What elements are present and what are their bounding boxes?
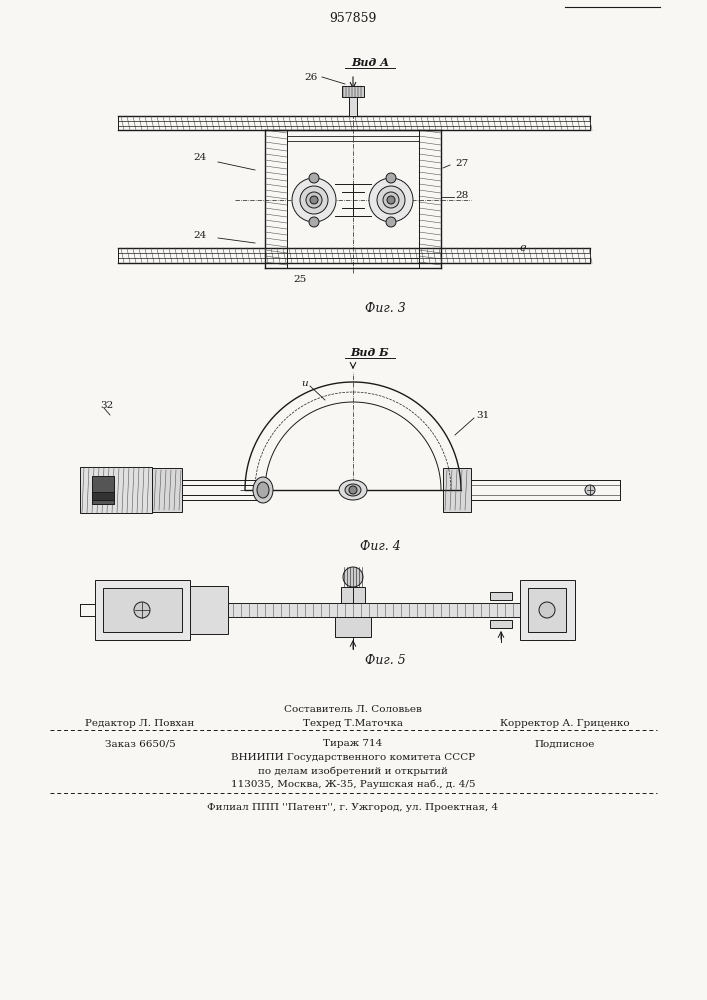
Ellipse shape	[345, 484, 361, 496]
Circle shape	[134, 602, 150, 618]
Bar	[341, 587, 365, 603]
Text: 113035, Москва, Ж-35, Раушская наб., д. 4/5: 113035, Москва, Ж-35, Раушская наб., д. …	[230, 779, 475, 789]
Circle shape	[292, 178, 336, 222]
Circle shape	[300, 186, 328, 214]
Text: Фиг. 5: Фиг. 5	[365, 654, 405, 666]
Text: 27: 27	[455, 158, 468, 167]
Bar	[520, 580, 575, 640]
Bar	[80, 467, 152, 513]
Text: 24: 24	[194, 153, 206, 162]
Circle shape	[386, 217, 396, 227]
Bar	[228, 603, 520, 617]
Circle shape	[386, 173, 396, 183]
Circle shape	[585, 485, 595, 495]
Text: по делам изобретений и открытий: по делам изобретений и открытий	[258, 766, 448, 776]
Circle shape	[310, 196, 318, 204]
Circle shape	[349, 486, 357, 494]
Bar	[95, 580, 190, 640]
Ellipse shape	[339, 480, 367, 500]
Text: Редактор Л. Повхан: Редактор Л. Повхан	[86, 718, 194, 728]
Text: Тираж 714: Тираж 714	[323, 740, 382, 748]
Text: Фиг. 4: Фиг. 4	[360, 540, 400, 554]
Circle shape	[306, 192, 322, 208]
Text: 26: 26	[305, 73, 318, 82]
Text: ВНИИПИ Государственного комитета СССР: ВНИИПИ Государственного комитета СССР	[231, 754, 475, 762]
Circle shape	[383, 192, 399, 208]
Bar	[490, 620, 512, 628]
Bar	[490, 592, 512, 600]
Text: Составитель Л. Соловьев: Составитель Л. Соловьев	[284, 706, 422, 714]
Bar	[152, 468, 182, 512]
Circle shape	[539, 602, 555, 618]
Bar	[335, 617, 371, 637]
Bar	[103, 588, 182, 632]
Bar	[349, 96, 357, 116]
Text: Филиал ППП ''Патент'', г. Ужгород, ул. Проектная, 4: Филиал ППП ''Патент'', г. Ужгород, ул. П…	[207, 804, 498, 812]
Bar	[92, 492, 114, 500]
Circle shape	[387, 196, 395, 204]
Text: и: и	[302, 378, 308, 387]
Text: Вид А: Вид А	[351, 57, 389, 68]
Circle shape	[343, 567, 363, 587]
Bar	[190, 586, 228, 634]
Text: Техред Т.Маточка: Техред Т.Маточка	[303, 718, 403, 728]
Circle shape	[309, 173, 319, 183]
Text: 25: 25	[293, 275, 307, 284]
Ellipse shape	[253, 477, 273, 503]
Text: Корректор А. Гриценко: Корректор А. Гриценко	[500, 718, 630, 728]
Circle shape	[369, 178, 413, 222]
Text: 28: 28	[455, 190, 468, 200]
Text: Заказ 6650/5: Заказ 6650/5	[105, 740, 175, 748]
Circle shape	[309, 217, 319, 227]
Text: Подписное: Подписное	[534, 740, 595, 748]
Text: 32: 32	[100, 400, 113, 410]
Bar	[92, 476, 114, 504]
Text: e: e	[520, 243, 527, 253]
Bar	[342, 86, 364, 97]
Text: 957859: 957859	[329, 11, 377, 24]
Bar	[443, 468, 471, 512]
Text: 24: 24	[194, 231, 206, 239]
Ellipse shape	[257, 482, 269, 498]
Bar	[528, 588, 566, 632]
Circle shape	[377, 186, 405, 214]
Text: Фиг. 3: Фиг. 3	[365, 302, 405, 314]
Text: 31: 31	[476, 410, 489, 420]
Text: Вид Б: Вид Б	[351, 347, 390, 358]
